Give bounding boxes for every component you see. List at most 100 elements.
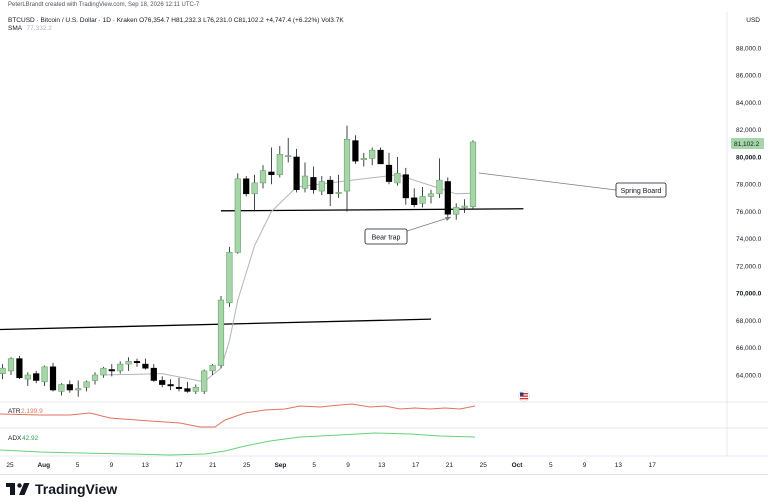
bear-trap-annotation[interactable]: Bear trap <box>364 216 452 245</box>
candle-body <box>301 175 309 189</box>
candle <box>369 147 376 166</box>
support-trendline[interactable] <box>220 208 524 212</box>
candle-body <box>411 197 418 205</box>
last-price-label: 81,102.2 <box>734 141 760 148</box>
adx-label: ADX <box>8 435 22 442</box>
time-tick-label: 17 <box>175 462 183 469</box>
candle-body <box>226 252 233 304</box>
candle <box>461 199 468 213</box>
candle <box>24 372 31 386</box>
candle-body <box>167 384 174 387</box>
candle-body <box>293 156 300 191</box>
candle <box>209 364 216 375</box>
candle-body <box>394 173 401 184</box>
symbol-info-line[interactable]: BTCUSD · Bitcoin / U.S. Dollar · 1D · Kr… <box>8 17 344 24</box>
candle <box>83 380 90 392</box>
price-tick-label: 80,000.0 <box>736 154 762 161</box>
price-tick-label: 68,000.0 <box>736 318 762 325</box>
pane-separators <box>0 12 768 457</box>
us-flag-icon[interactable] <box>518 390 530 402</box>
tradingview-logo-icon <box>6 483 30 495</box>
candle <box>453 203 460 220</box>
candle-body <box>402 174 409 199</box>
candle <box>402 167 409 205</box>
candle-body <box>427 193 435 197</box>
spring-board-annotation[interactable]: Spring Board <box>478 172 667 198</box>
candle <box>184 381 191 393</box>
candle-body <box>125 361 132 365</box>
candle <box>251 174 258 212</box>
candle-body <box>41 366 48 383</box>
candle-body <box>234 178 241 253</box>
candle-body <box>209 365 216 372</box>
candle <box>352 135 359 164</box>
candle-body <box>268 171 275 176</box>
candle <box>318 176 325 196</box>
time-tick-label: Sep <box>274 462 286 469</box>
candle-body <box>436 179 443 195</box>
candle-body <box>192 386 199 392</box>
candle <box>436 158 443 198</box>
price-tick-label: 82,000.0 <box>736 127 762 134</box>
candle-body <box>100 367 107 376</box>
candle-body <box>251 182 258 195</box>
price-tick-label: 88,000.0 <box>736 45 762 52</box>
candle-body <box>159 380 166 385</box>
candle-body <box>75 388 82 391</box>
candle-body <box>133 361 141 364</box>
candles <box>0 125 477 397</box>
candle <box>301 162 309 193</box>
candle-body <box>66 384 73 391</box>
time-axis[interactable]: 25 Aug 5 9 13 17 21 25 Sep 5 9 13 17 21 25 Oct 5 9 13 17 <box>6 462 656 469</box>
time-tick-label: 25 <box>243 462 251 469</box>
candle-body <box>33 373 40 381</box>
candle <box>100 366 107 378</box>
tradingview-wordmark: TradingView <box>35 481 118 497</box>
sma-label: SMA <box>8 25 22 32</box>
currency-label[interactable]: USD <box>746 17 760 24</box>
adx-line <box>0 432 476 456</box>
candle-body <box>150 367 157 381</box>
candle-body <box>318 181 325 192</box>
price-tick-label: 66,000.0 <box>736 345 762 352</box>
candle-body <box>83 381 90 388</box>
candle <box>226 246 233 307</box>
price-axis[interactable]: 88,000.0 86,000.0 84,000.0 82,000.0 80,000.0… <box>736 45 762 379</box>
sma-value: 77,332.2 <box>26 25 52 32</box>
candle-body <box>343 138 351 192</box>
tradingview-logo[interactable]: TradingView <box>6 481 117 497</box>
candle-body <box>360 158 367 161</box>
candle-body <box>444 181 451 215</box>
candle-body <box>243 178 250 195</box>
spring-board-pointer <box>478 172 617 191</box>
candle <box>142 358 149 370</box>
indicator-layer <box>0 403 476 456</box>
candle <box>385 152 393 185</box>
time-tick-label: 13 <box>615 462 623 469</box>
candle-body <box>327 179 334 195</box>
resistance-trendline[interactable] <box>0 318 432 331</box>
spring-board-label: Spring Board <box>621 188 662 195</box>
candle-body <box>335 192 342 194</box>
time-tick-label: 5 <box>76 462 80 469</box>
time-tick-label: Aug <box>37 462 50 469</box>
candle-body <box>259 170 267 184</box>
candle <box>49 362 57 392</box>
candle <box>58 383 65 396</box>
candle <box>234 173 241 254</box>
sma-legend[interactable]: SMA 77,332.2 <box>8 25 52 32</box>
candle <box>75 380 82 397</box>
candle-body <box>377 149 384 165</box>
candle-body <box>453 207 460 215</box>
time-tick-label: 25 <box>480 462 488 469</box>
trendlines[interactable] <box>0 208 524 331</box>
sma-layer <box>103 174 474 383</box>
candle <box>360 152 367 167</box>
candle <box>293 148 300 193</box>
price-tick-label: 70,000.0 <box>736 291 762 298</box>
time-tick-label: Oct <box>512 462 524 469</box>
candle-body <box>419 196 426 204</box>
candle <box>343 125 351 212</box>
candle <box>117 361 124 374</box>
